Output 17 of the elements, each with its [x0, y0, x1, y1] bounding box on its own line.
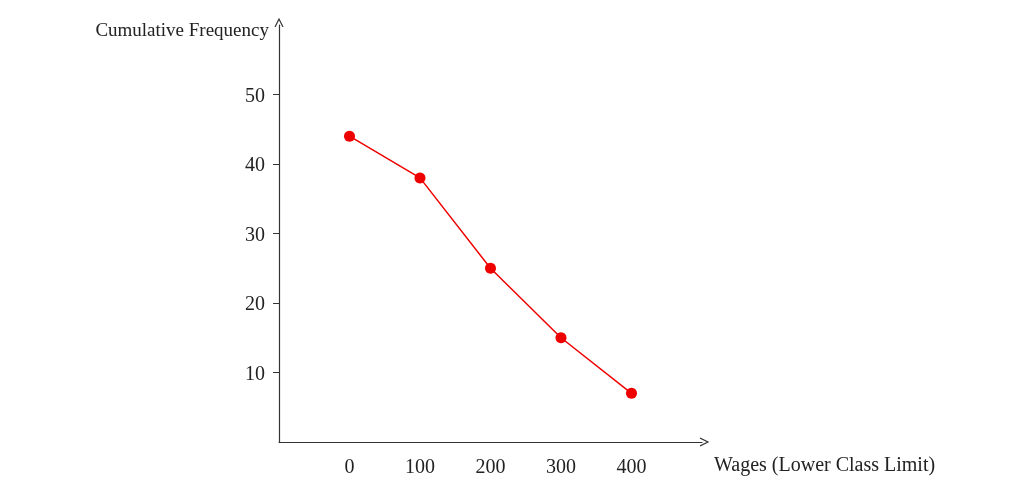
x-tick-label: 200	[475, 455, 506, 477]
y-tick-label: 50	[245, 83, 265, 106]
x-tick-label: 100	[405, 455, 435, 477]
point	[414, 172, 426, 184]
y-tick-label: 20	[245, 292, 265, 314]
point	[555, 332, 567, 344]
y-tick-label: 30	[245, 222, 265, 245]
x-tick-label: 300	[546, 455, 576, 477]
x-axis-title: Wages (Lower Class Limit)	[714, 453, 936, 476]
point	[344, 130, 355, 142]
x-tick-label: 400	[616, 455, 647, 477]
y-axis-title: Cumulative Frequency	[95, 18, 270, 40]
y-tick-label: 10	[245, 361, 265, 384]
y-tick-label: 40	[245, 153, 265, 175]
point	[626, 387, 637, 399]
x-tick-label: 0	[344, 455, 355, 477]
point	[485, 262, 496, 274]
